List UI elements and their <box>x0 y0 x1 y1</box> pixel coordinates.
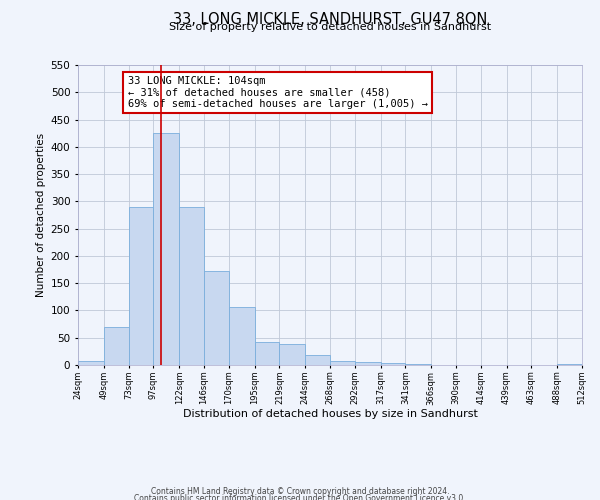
Bar <box>78 360 104 365</box>
Bar <box>355 362 380 365</box>
Bar <box>406 364 431 365</box>
Bar <box>254 342 280 365</box>
Text: Contains public sector information licensed under the Open Government Licence v3: Contains public sector information licen… <box>134 494 466 500</box>
Bar <box>104 327 128 365</box>
Bar <box>380 364 406 365</box>
Bar <box>557 364 582 365</box>
Text: 33, LONG MICKLE, SANDHURST, GU47 8QN: 33, LONG MICKLE, SANDHURST, GU47 8QN <box>173 12 487 28</box>
Bar <box>229 307 254 365</box>
Bar <box>305 355 330 365</box>
Bar <box>204 270 229 365</box>
Text: 33 LONG MICKLE: 104sqm
← 31% of detached houses are smaller (458)
69% of semi-de: 33 LONG MICKLE: 104sqm ← 31% of detached… <box>128 76 428 109</box>
X-axis label: Distribution of detached houses by size in Sandhurst: Distribution of detached houses by size … <box>182 408 478 418</box>
Bar <box>154 133 179 365</box>
Text: Contains HM Land Registry data © Crown copyright and database right 2024.: Contains HM Land Registry data © Crown c… <box>151 488 449 496</box>
Text: Size of property relative to detached houses in Sandhurst: Size of property relative to detached ho… <box>169 22 491 32</box>
Y-axis label: Number of detached properties: Number of detached properties <box>37 133 46 297</box>
Bar <box>280 344 305 365</box>
Bar <box>128 207 154 365</box>
Bar <box>330 361 355 365</box>
Bar <box>179 207 204 365</box>
